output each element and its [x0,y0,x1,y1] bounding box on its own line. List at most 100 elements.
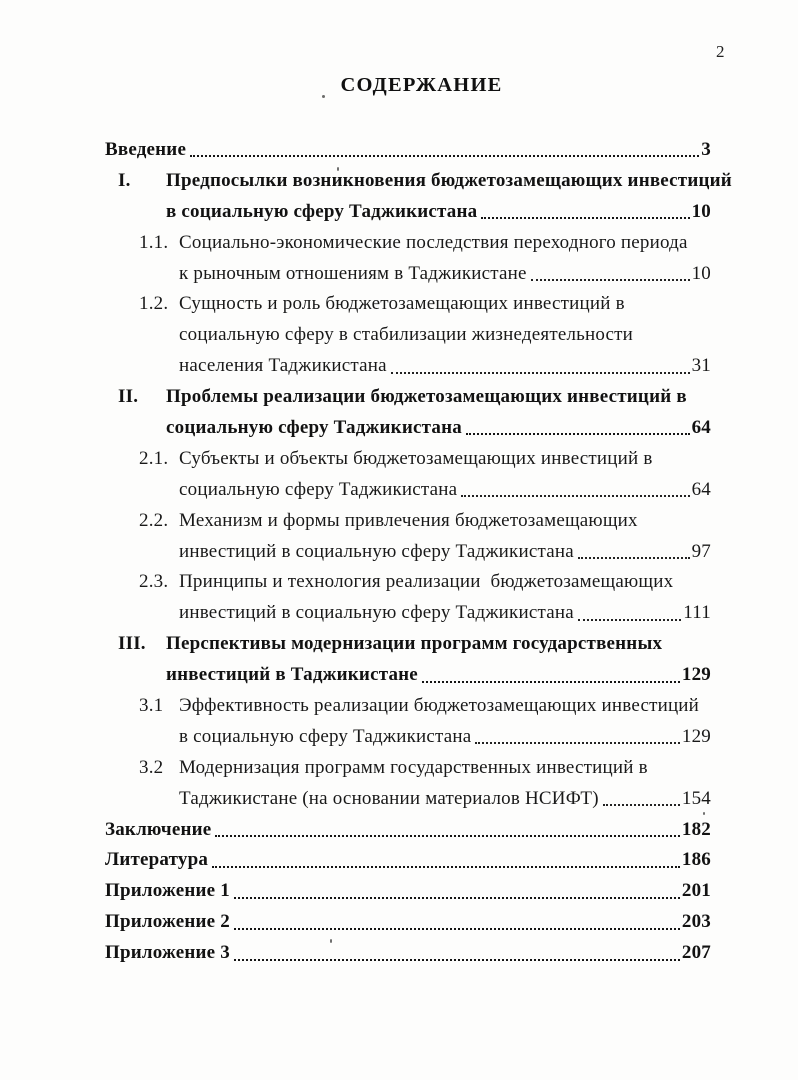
toc-page-number: 201 [681,880,711,902]
toc-entry: Введение 3 [105,135,711,166]
toc-entry-text: социальную сферу Таджикистана [166,417,462,439]
dot-leader [465,433,690,436]
toc-line: Заключение 182 [105,815,711,846]
toc-entry-text: инвестиций в Таджикистане [166,664,418,686]
dot-leader [421,680,680,683]
toc-entry-number: 3.1 [139,695,164,717]
toc-line: 1.2. Сущность и роль бюджетозамещающих ин… [105,289,711,320]
toc-entry: Заключение 182 [105,815,711,846]
dot-leader [233,927,680,930]
dot-leader [481,217,690,220]
toc-entry-text: Приложение 3 [105,942,230,964]
toc-entry-text: Литература [105,849,209,871]
toc-entry-number: 1.2. [139,293,169,315]
toc-line: Приложение 3 207 [105,938,711,969]
toc-entry-text: к рыночным отношениям в Таджикистане [179,262,527,284]
toc-entry-number: 2.3. [139,571,169,593]
toc-entry-text: Предпосылки возникновения бюджетозамещаю… [166,169,732,191]
toc-entry-text: в социальную сферу Таджикистана [166,200,478,222]
toc-line: инвестиций в социальную сферу Таджикиста… [105,537,711,568]
toc-entry-number: III. [118,633,146,655]
toc-entry-number: 1.1. [139,231,169,253]
scan-artifact [330,939,332,943]
toc-page-number: 207 [681,942,711,964]
doc-title: СОДЕРЖАНИЕ [340,74,503,96]
toc-page-number: 111 [683,602,711,624]
toc-line: Введение 3 [105,135,711,166]
toc-entry-text: Механизм и формы привлечения бюджетозаме… [179,509,638,531]
dot-leader [530,278,690,281]
toc-entry-number: I. [118,169,131,191]
toc-entry: 2.2. Механизм и формы привлечения бюджето… [105,506,711,568]
toc-entry: Литература 186 [105,845,711,876]
toc-line: инвестиций в социальную сферу Таджикиста… [105,598,711,629]
page-number: 2 [716,42,725,61]
toc-entry-text: Принципы и технология реализации бюджето… [179,571,674,593]
toc-entry: III. Перспективы модернизации программ го… [105,629,711,691]
scan-artifact [322,95,325,98]
toc-line: социальную сферу Таджикистана 64 [105,475,711,506]
toc-entry-text: Эффективность реализации бюджетозамещающ… [179,695,700,717]
toc-page-number: 129 [681,664,711,686]
toc-entry-text: инвестиций в социальную сферу Таджикиста… [179,540,574,562]
toc-line: 3.2 Модернизация программ государственных… [105,753,711,784]
dot-leader [577,618,682,621]
toc-line: к рыночным отношениям в Таджикистане 10 [105,259,711,290]
dot-leader [475,742,680,745]
toc-page-number: 10 [691,200,711,222]
toc-entry-text: населения Таджикистана [179,355,387,377]
toc-page-number: 97 [691,540,711,562]
dot-leader [602,804,680,807]
toc-page-number: 64 [691,478,711,500]
toc-line: Литература 186 [105,845,711,876]
toc-entry: I. Предпосылки возникновения бюджетозамещ… [105,166,732,228]
toc-line: Таджикистане (на основании материалов НС… [105,784,711,815]
toc-entry-number: 2.1. [139,447,169,469]
toc-entry-text: в социальную сферу Таджикистана [179,725,472,747]
toc-entry-text: Субъекты и объекты бюджетозамещающих инв… [179,447,653,469]
toc-line: 1.1. Социально-экономические последствия … [105,228,711,259]
toc-entry: Приложение 3 207 [105,938,711,969]
toc-line: Приложение 1 201 [105,876,711,907]
toc-entry-number: 2.2. [139,509,169,531]
toc-entry-number: II. [118,386,139,408]
toc-entry-text: социальную сферу в стабилизации жизнедея… [179,324,634,346]
toc-page-number: 203 [681,911,711,933]
toc-page-number: 186 [681,849,711,871]
toc-page-number: 154 [681,787,711,809]
toc-entry-text: Сущность и роль бюджетозамещающих инвест… [179,293,625,315]
toc-line: в социальную сферу Таджикистана 129 [105,722,711,753]
toc-entry: Приложение 1 201 [105,876,711,907]
toc-entry-text: инвестиций в социальную сферу Таджикиста… [179,602,574,624]
toc-line: инвестиций в Таджикистане 129 [105,660,711,691]
dot-leader [233,896,680,899]
toc-entry-text: социальную сферу Таджикистана [179,478,458,500]
toc-entry: 3.1 Эффективность реализации бюджетозамещ… [105,691,711,753]
toc-line: социальную сферу Таджикистана 64 [105,413,711,444]
toc-entry-text: Социально-экономические последствия пере… [179,231,688,253]
dot-leader [212,865,680,868]
dot-leader [233,958,680,961]
toc-entry-text: Модернизация программ государственных ин… [179,756,648,778]
toc-line: Приложение 2 203 [105,907,711,938]
scan-artifact [337,167,339,171]
toc-line: 3.1 Эффективность реализации бюджетозамещ… [105,691,711,722]
dot-leader [215,834,680,837]
toc-entry-text: Введение [105,139,187,160]
toc-line: 2.2. Механизм и формы привлечения бюджето… [105,506,711,537]
toc-page-number: 64 [691,417,711,439]
toc-line: II. Проблемы реализации бюджетозамещающих… [105,382,711,413]
dot-leader [390,371,690,374]
dot-leader [190,155,700,158]
toc-entry-text: Проблемы реализации бюджетозамещающих ин… [166,386,687,408]
toc-entry: 2.3. Принципы и технология реализации бюд… [105,567,711,629]
toc-entry: II. Проблемы реализации бюджетозамещающих… [105,382,711,444]
toc-entry-text: Приложение 2 [105,911,230,933]
toc-line: III. Перспективы модернизации программ го… [105,629,711,660]
toc-line: I. Предпосылки возникновения бюджетозамещ… [105,166,732,197]
dot-leader [461,495,690,498]
toc-entry: 2.1. Субъекты и объекты бюджетозамещающих… [105,444,711,506]
toc-line: 2.3. Принципы и технология реализации бюд… [105,567,711,598]
toc-page-number: 31 [691,355,711,377]
